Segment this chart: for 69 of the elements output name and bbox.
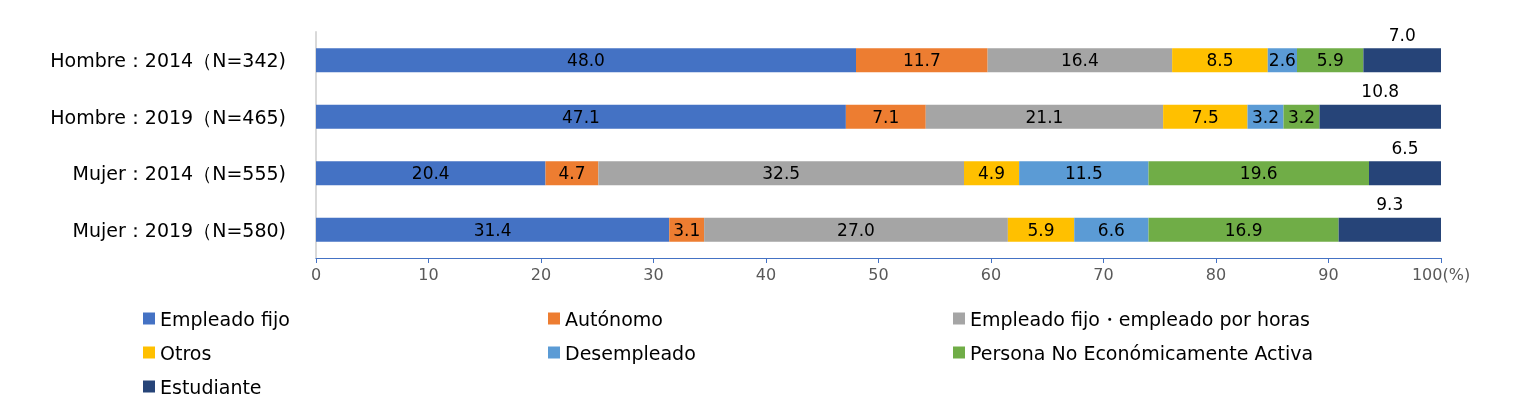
bar bbox=[1019, 161, 1149, 186]
data-label: 16.9 bbox=[1224, 219, 1263, 240]
data-label: 11.5 bbox=[1064, 163, 1103, 184]
x-tick-label: 80 bbox=[1205, 264, 1227, 284]
data-label: 3.2 bbox=[1251, 106, 1280, 127]
bar bbox=[316, 217, 670, 242]
data-label: 48.0 bbox=[567, 50, 605, 71]
bar bbox=[1172, 48, 1268, 73]
bar bbox=[598, 161, 964, 186]
legend-label: Empleado fijo・empleado por horas bbox=[970, 307, 1310, 330]
data-label: 4.9 bbox=[978, 163, 1006, 184]
data-label: 2.6 bbox=[1268, 50, 1296, 71]
bar bbox=[925, 104, 1164, 129]
bar bbox=[1163, 104, 1248, 129]
data-label: 6.5 bbox=[1391, 137, 1419, 158]
bar bbox=[316, 48, 856, 73]
data-label: 27.0 bbox=[837, 219, 875, 240]
x-tick-label: 50 bbox=[868, 264, 889, 284]
data-label: 3.2 bbox=[1287, 106, 1316, 127]
data-label: 32.5 bbox=[762, 163, 801, 184]
legend-label: Estudiante bbox=[160, 375, 262, 398]
data-label: 6.6 bbox=[1097, 219, 1125, 240]
legend-label: Persona No Económicamente Activa bbox=[970, 341, 1314, 364]
bar bbox=[845, 104, 926, 129]
bar bbox=[1369, 161, 1441, 186]
data-label: 10.8 bbox=[1361, 81, 1400, 102]
legend-label: Empleado fijo bbox=[160, 307, 290, 330]
bar bbox=[1148, 217, 1339, 242]
bar bbox=[1074, 217, 1149, 242]
y-tick-label: Mujer：2014（N=555) bbox=[72, 162, 286, 185]
x-tick-label: 10 bbox=[418, 264, 439, 284]
data-label: 5.9 bbox=[1027, 219, 1055, 240]
bar bbox=[316, 104, 846, 129]
y-tick-label: Hombre：2014（N=342) bbox=[50, 49, 286, 72]
data-label: 4.7 bbox=[558, 163, 586, 184]
x-tick-label: 0 bbox=[310, 264, 322, 284]
bar bbox=[1363, 48, 1441, 73]
data-label: 7.1 bbox=[872, 106, 900, 127]
data-label: 47.1 bbox=[562, 106, 600, 127]
bar bbox=[987, 48, 1173, 73]
data-label: 19.6 bbox=[1239, 163, 1278, 184]
bar bbox=[1319, 104, 1441, 129]
data-label: 16.4 bbox=[1060, 50, 1099, 71]
data-label: 31.4 bbox=[473, 219, 512, 240]
legend-label: Autónomo bbox=[565, 307, 663, 330]
data-label: 21.1 bbox=[1025, 106, 1064, 127]
bar bbox=[316, 161, 546, 186]
data-label: 7.0 bbox=[1388, 24, 1416, 45]
x-tick-label: 30 bbox=[643, 264, 664, 284]
data-label: 5.9 bbox=[1316, 50, 1344, 71]
bar bbox=[856, 48, 988, 73]
data-label: 20.4 bbox=[411, 163, 450, 184]
data-label: 3.1 bbox=[673, 219, 701, 240]
data-label: 8.5 bbox=[1206, 50, 1234, 71]
y-tick-label: Hombre：2019（N=465) bbox=[50, 105, 286, 128]
legend-label: Desempleado bbox=[565, 341, 696, 364]
x-tick-label: 90 bbox=[1318, 264, 1339, 284]
x-tick-label: 60 bbox=[980, 264, 1002, 284]
x-tick-label: 70 bbox=[1093, 264, 1114, 284]
x-tick-label: 100(%) bbox=[1411, 264, 1471, 284]
data-label: 11.7 bbox=[902, 50, 941, 71]
bar bbox=[1148, 161, 1369, 186]
x-tick-label: 40 bbox=[755, 264, 777, 284]
x-tick-label: 20 bbox=[530, 264, 552, 284]
y-tick-label: Mujer：2019（N=580) bbox=[72, 218, 286, 241]
data-label: 7.5 bbox=[1191, 106, 1219, 127]
data-label: 9.3 bbox=[1376, 194, 1404, 215]
bar bbox=[704, 217, 1008, 242]
legend-label: Otros bbox=[160, 341, 212, 364]
